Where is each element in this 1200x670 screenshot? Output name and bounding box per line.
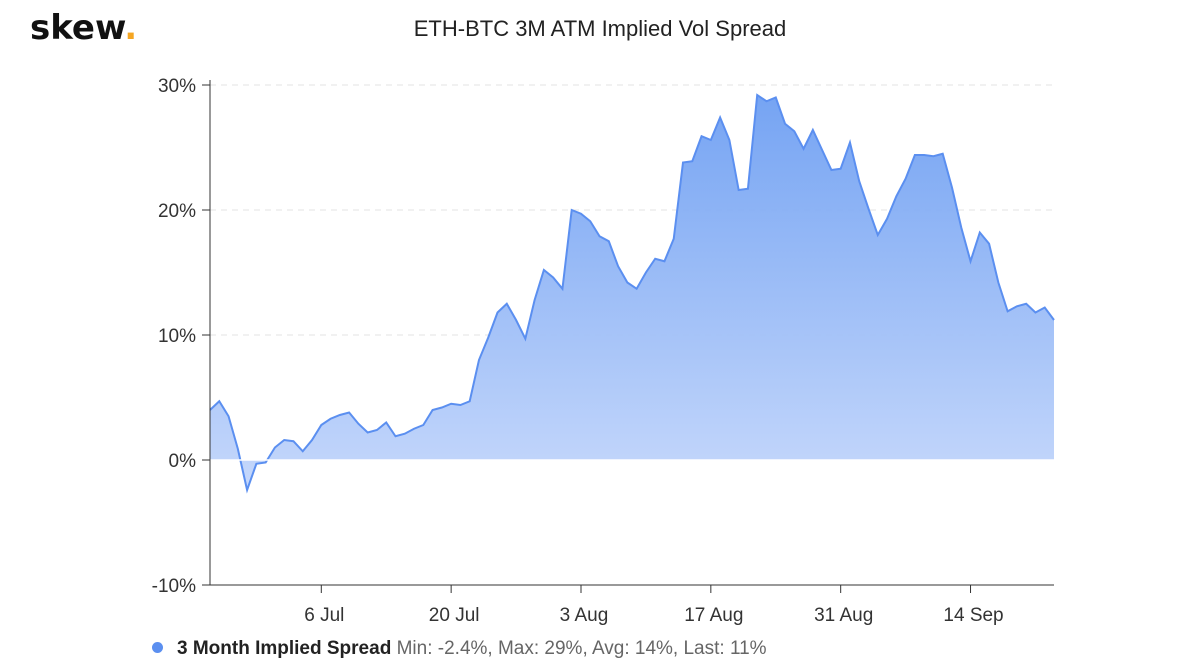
- logo-dot: .: [124, 8, 138, 48]
- axes: [209, 80, 1054, 586]
- chart-title: ETH-BTC 3M ATM Implied Vol Spread: [413, 16, 787, 41]
- x-tick-label: 31 Aug: [814, 605, 873, 626]
- y-tick-label: 10%: [158, 326, 196, 347]
- legend-stats: Min: -2.4%, Max: 29%, Avg: 14%, Last: 11…: [396, 638, 767, 659]
- y-tick-label: 0%: [169, 451, 197, 472]
- y-tick-label: 20%: [158, 201, 196, 222]
- y-tick-label: 30%: [158, 76, 196, 97]
- x-tick-label: 3 Aug: [560, 605, 609, 626]
- x-tick-label: 14 Sep: [943, 605, 1003, 626]
- x-tick-label: 20 Jul: [429, 605, 480, 626]
- legend[interactable]: 3 Month Implied Spread Min: -2.4%, Max: …: [152, 638, 767, 660]
- series-line: [209, 93, 1055, 494]
- legend-marker: [152, 642, 163, 654]
- legend-series-name: 3 Month Implied Spread: [177, 638, 392, 659]
- logo-text: skew: [30, 8, 125, 48]
- y-axis-ticks: 30% 20% 10% 0% -10%: [152, 76, 210, 597]
- y-tick-label: -10%: [152, 576, 196, 597]
- x-tick-label: 17 Aug: [684, 605, 743, 626]
- skew-logo: skew.: [30, 8, 137, 48]
- x-tick-label: 6 Jul: [304, 605, 344, 626]
- series-area: [210, 95, 1054, 490]
- x-axis-ticks: 6 Jul 20 Jul 3 Aug 17 Aug 31 Aug 14 Sep: [304, 585, 1004, 626]
